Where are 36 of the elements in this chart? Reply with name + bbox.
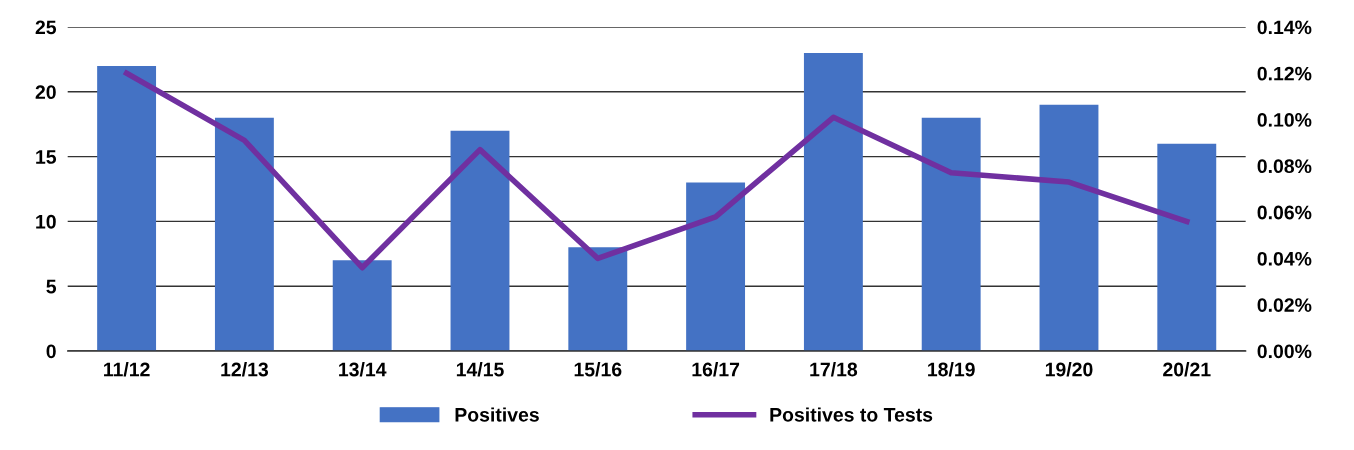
- y2-tick-label: 0.14%: [1257, 20, 1312, 35]
- x-tick-label: 14/15: [456, 362, 504, 377]
- bar: [1157, 143, 1217, 351]
- y2-tick-label: 0.00%: [1257, 344, 1312, 359]
- legend-label: Positives: [455, 407, 539, 422]
- y2-tick-label: 0.08%: [1257, 159, 1312, 174]
- bar: [450, 130, 510, 351]
- bar: [921, 117, 981, 351]
- y2-tick-label: 0.02%: [1257, 298, 1312, 312]
- y2-tick-label: 0.10%: [1257, 113, 1312, 127]
- bar: [686, 182, 746, 351]
- bar: [1039, 104, 1099, 351]
- y-tick-label: 15: [36, 150, 57, 164]
- legend-label: Positives to Tests: [770, 407, 933, 422]
- x-tick-label: 15/16: [574, 362, 622, 377]
- y2-tick-label: 0.04%: [1257, 251, 1312, 266]
- x-tick-label: 19/20: [1045, 362, 1093, 377]
- y-tick-label: 0: [46, 344, 56, 359]
- x-tick-label: 18/19: [928, 362, 975, 377]
- bar: [803, 52, 863, 351]
- y-tick-label: 20: [35, 85, 56, 100]
- y2-tick-label: 0.06%: [1257, 205, 1312, 220]
- y-tick-label: 5: [46, 279, 57, 294]
- bar: [214, 117, 274, 351]
- bar: [97, 65, 157, 351]
- y-tick-label: 10: [36, 214, 56, 229]
- x-tick-label: 11/12: [104, 362, 150, 377]
- y2-tick-label: 0.12%: [1257, 66, 1312, 81]
- x-tick-label: 13/14: [339, 362, 387, 377]
- x-tick-label: 12/13: [221, 362, 269, 377]
- y-tick-label: 25: [35, 20, 57, 35]
- x-tick-label: 20/21: [1163, 362, 1211, 377]
- bar: [568, 247, 628, 351]
- bar: [332, 260, 392, 351]
- x-tick-label: 17/18: [810, 362, 858, 377]
- x-tick-label: 16/17: [692, 362, 740, 377]
